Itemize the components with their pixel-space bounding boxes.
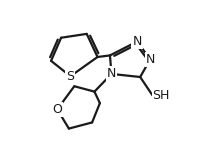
Text: SH: SH — [153, 89, 170, 102]
Text: S: S — [66, 70, 74, 83]
Text: O: O — [52, 103, 62, 116]
Text: N: N — [146, 53, 155, 66]
Text: N: N — [132, 35, 142, 48]
Text: N: N — [107, 67, 116, 80]
